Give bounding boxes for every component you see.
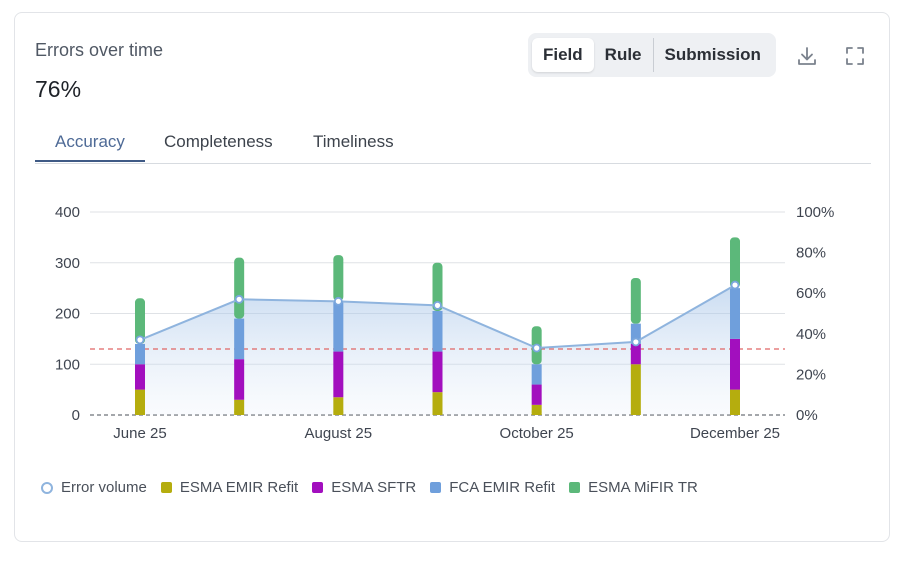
legend-label: ESMA EMIR Refit <box>179 479 299 496</box>
tab-completeness[interactable]: Completeness <box>164 132 273 151</box>
y-left-tick-label: 300 <box>55 255 80 272</box>
bar-segment <box>135 343 145 365</box>
bar-segment <box>333 351 344 398</box>
y-left-tick-label: 0 <box>72 407 80 424</box>
y-right-tick-label: 80% <box>796 245 826 262</box>
bar-segment <box>730 338 740 390</box>
bar-segment <box>730 389 740 415</box>
legend-swatch <box>312 482 324 493</box>
legend-label: Error volume <box>61 479 147 496</box>
y-right-tick-label: 60% <box>796 285 826 302</box>
bar-segment <box>730 237 740 289</box>
active-tab-indicator <box>35 160 145 162</box>
toggle-submission-button[interactable]: Submission <box>664 45 761 64</box>
legend-ring-icon <box>41 481 53 494</box>
y-right-tick-label: 20% <box>796 366 826 383</box>
bar-segment <box>630 323 641 344</box>
bar-segment <box>234 399 245 415</box>
x-tick-label: June 25 <box>113 425 166 442</box>
bar-segment <box>630 277 641 324</box>
legend-label: ESMA MiFIR TR <box>588 479 698 496</box>
y-left-tick-label: 100 <box>55 356 80 373</box>
bar-segment <box>333 255 344 301</box>
bar-segment-cap <box>531 409 542 415</box>
y-right-tick-label: 40% <box>796 326 826 343</box>
error-volume-point <box>333 296 343 306</box>
bar-segment-cap <box>630 409 641 415</box>
y-left-tick-label: 400 <box>55 204 80 221</box>
legend-swatch <box>160 482 172 493</box>
error-volume-point <box>730 280 740 290</box>
view-toggle: Field Rule Submission <box>528 33 776 77</box>
bar-segment <box>531 384 542 405</box>
card-title: Errors over time <box>35 40 164 60</box>
bar-segment <box>135 389 145 415</box>
bar-segment-cap <box>333 409 344 415</box>
bar-segment <box>630 364 641 415</box>
toggle-divider <box>652 38 654 72</box>
error-volume-point <box>532 343 542 353</box>
bar-segment <box>630 343 641 365</box>
legend-item-fca-emir-refit: FCA EMIR Refit <box>430 479 555 496</box>
toggle-rule-button[interactable]: Rule <box>604 45 642 64</box>
x-tick-label: December 25 <box>690 425 780 442</box>
x-tick-label: August 25 <box>305 425 373 442</box>
error-volume-point <box>631 337 641 347</box>
bar-segment <box>135 298 145 344</box>
download-icon[interactable] <box>796 45 818 67</box>
legend-item-esma-emir-refit: ESMA EMIR Refit <box>160 479 299 496</box>
bar-segment <box>531 364 542 385</box>
bar-segment <box>234 257 245 319</box>
fullscreen-icon[interactable] <box>844 45 866 67</box>
bar-segment <box>234 318 245 360</box>
bar-segment <box>432 262 443 311</box>
legend-label: ESMA SFTR <box>331 479 417 496</box>
legend-label: FCA EMIR Refit <box>449 479 556 496</box>
y-right-tick-label: 0% <box>796 407 818 424</box>
toggle-field-button[interactable]: Field <box>532 38 594 72</box>
tab-timeliness[interactable]: Timeliness <box>313 132 394 151</box>
chart-legend: Error volume ESMA EMIR Refit ESMA SFTR F… <box>41 479 712 496</box>
legend-swatch <box>430 482 442 493</box>
bar-segment <box>234 359 245 400</box>
bar-segment <box>432 310 443 352</box>
errors-over-time-card: Errors over time 76% Field Rule Submissi… <box>14 12 890 542</box>
legend-item-error-volume: Error volume <box>41 479 147 496</box>
bar-segment-cap <box>135 409 145 415</box>
y-right-tick-label: 100% <box>796 204 834 221</box>
error-percentage: 76% <box>35 76 82 102</box>
bar-segment <box>333 397 344 415</box>
bar-segment <box>730 288 740 339</box>
legend-swatch <box>569 482 581 493</box>
error-volume-point <box>234 294 244 304</box>
bar-segment <box>333 300 344 352</box>
y-left-tick-label: 200 <box>55 306 80 323</box>
legend-item-esma-sftr: ESMA SFTR <box>312 479 416 496</box>
bar-segment-cap <box>432 409 443 415</box>
bar-segment <box>432 351 443 393</box>
legend-item-esma-mifir-tr: ESMA MiFIR TR <box>569 479 698 496</box>
tab-accuracy[interactable]: Accuracy <box>55 132 125 151</box>
bar-segment-cap <box>234 409 245 415</box>
bar-segment <box>432 392 443 415</box>
bar-segment-cap <box>730 409 740 415</box>
error-volume-point <box>135 335 145 345</box>
errors-chart: 0 100 200 300 400 0% 20% 40% 60% 80% 100% June 25 Au… <box>55 204 834 442</box>
bar-segment <box>135 364 145 390</box>
x-tick-label: October 25 <box>500 425 574 442</box>
metric-tabs: Accuracy Completeness Timeliness <box>35 126 871 164</box>
error-volume-point <box>433 300 442 310</box>
